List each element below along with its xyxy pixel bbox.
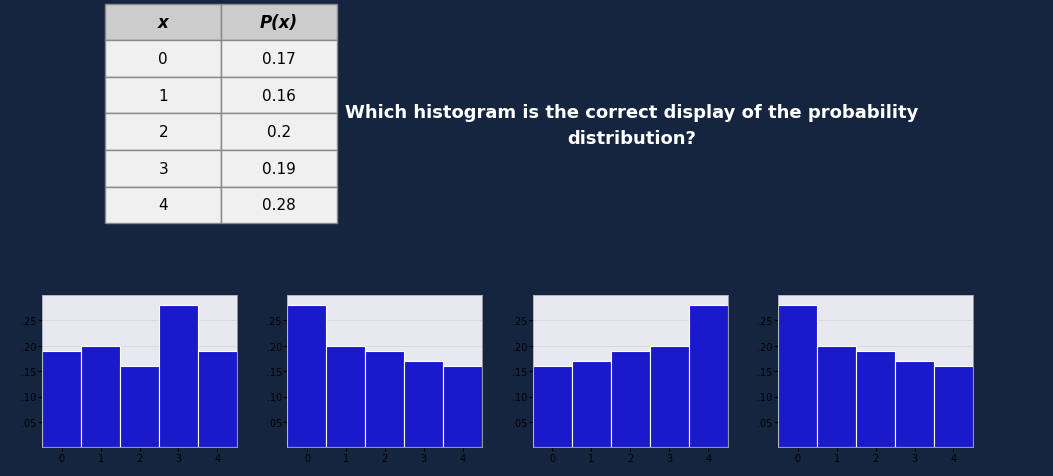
Bar bbox=[120, 366, 159, 447]
Bar bbox=[326, 346, 365, 447]
Bar bbox=[778, 305, 817, 447]
Bar bbox=[404, 361, 443, 447]
Bar bbox=[81, 346, 120, 447]
Bar bbox=[533, 366, 572, 447]
Bar bbox=[689, 305, 728, 447]
Bar bbox=[365, 351, 404, 447]
Bar bbox=[934, 366, 973, 447]
Bar bbox=[287, 305, 326, 447]
Bar bbox=[42, 351, 81, 447]
Bar bbox=[443, 366, 482, 447]
Bar bbox=[817, 346, 856, 447]
Text: Which histogram is the correct display of the probability
distribution?: Which histogram is the correct display o… bbox=[345, 103, 918, 148]
Bar bbox=[572, 361, 611, 447]
Bar bbox=[895, 361, 934, 447]
Bar bbox=[611, 351, 650, 447]
Bar bbox=[856, 351, 895, 447]
Bar bbox=[198, 351, 237, 447]
Bar bbox=[159, 305, 198, 447]
Bar bbox=[650, 346, 689, 447]
